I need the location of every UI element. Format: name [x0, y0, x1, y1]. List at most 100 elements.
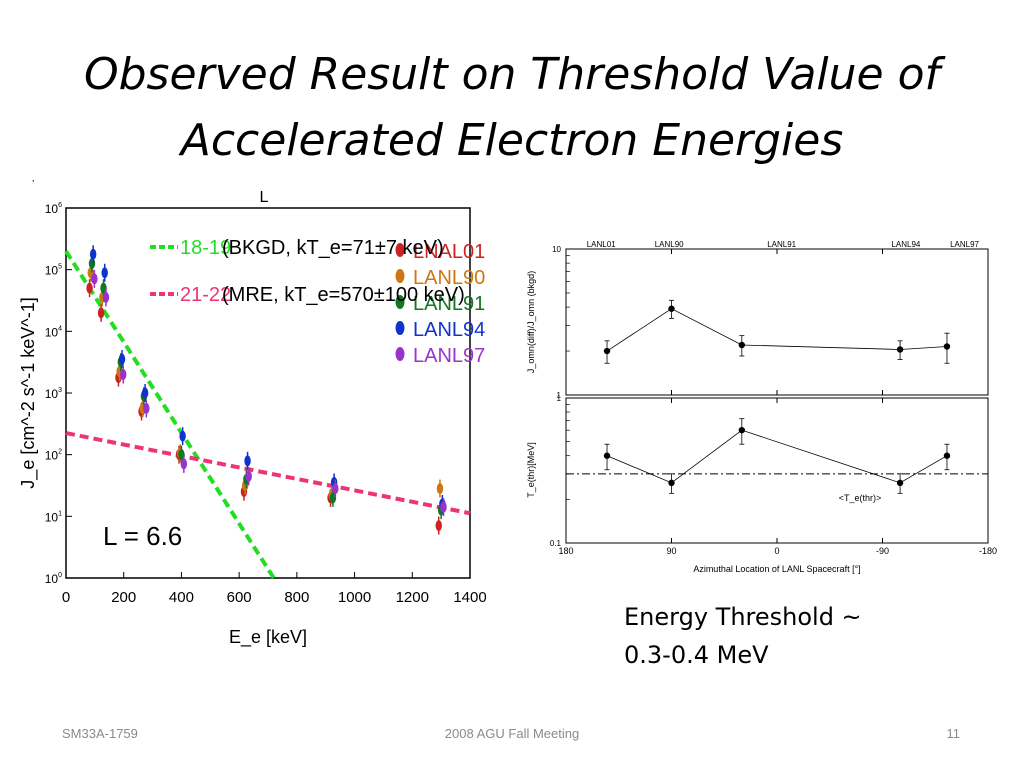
l-value-annotation: L = 6.6	[103, 521, 182, 551]
left-y-tick-label: 105	[45, 264, 62, 278]
data-point-LANL94	[141, 387, 149, 399]
legend-marker-LNAL01	[395, 243, 405, 257]
right-top-y-tick-label: 1	[557, 391, 562, 400]
spacecraft-label-LANL97: LANL97	[950, 240, 979, 249]
legend-marker-LANL94	[395, 321, 405, 335]
top-data-point	[668, 305, 675, 312]
right-x-axis-label: Azimuthal Location of LANL Spacecraft [°…	[693, 564, 860, 574]
fit-legend-range-18-19: 18-19	[180, 237, 231, 259]
footer-center: 2008 AGU Fall Meeting	[444, 726, 580, 741]
data-point-LANL97	[102, 291, 110, 303]
left-x-tick-label: 1200	[396, 589, 429, 606]
left-y-tick-label: 102	[45, 449, 62, 463]
left-x-tick-label: 1400	[453, 589, 486, 606]
left-y-axis-label: J_e [cm^-2 s^-1 keV^-1]	[18, 297, 39, 488]
data-point-LANL94	[101, 267, 108, 279]
data-point-LANL91	[178, 449, 185, 461]
left-x-tick-label: 0	[62, 589, 70, 606]
bottom-data-point	[603, 452, 611, 459]
left-y-tick-label: 106	[45, 202, 62, 216]
top-data-point	[738, 341, 746, 349]
title-line-1: Observed Result on Threshold Value of	[83, 49, 940, 100]
bottom-data-point	[738, 426, 746, 434]
data-point-LANL97	[245, 470, 252, 482]
fit-legend-desc-21-22: (MRE, kT_e=570±100 keV)	[222, 284, 465, 306]
right-x-tick-label: -180	[979, 546, 997, 556]
spacecraft-label-LANL90: LANL90	[655, 240, 684, 249]
legend-label-LANL90: LANL90	[413, 267, 485, 289]
right-bottom-frame	[565, 397, 989, 544]
footer-page-number: 11	[946, 726, 961, 741]
data-point-LANL97	[91, 273, 98, 285]
energy-spectrum-chart: L L = 6.6 E_e [keV] J_e [cm^-2 s^-1 keV^…	[18, 189, 487, 648]
data-point-LANL91	[88, 258, 96, 269]
note-line-1: Energy Threshold ~	[624, 603, 862, 631]
left-y-tick-label: 104	[45, 325, 62, 339]
data-point-LANL90	[436, 483, 444, 495]
title-line-2: Accelerated Electron Energies	[180, 115, 844, 166]
data-point-LANL97	[143, 402, 150, 414]
right-x-tick-label: 0	[774, 546, 779, 556]
azimuthal-chart: Azimuthal Location of LANL Spacecraft [°…	[526, 240, 997, 574]
left-x-axis-label: E_e [keV]	[229, 627, 307, 648]
data-point-LANL97	[440, 501, 447, 513]
bottom-data-point	[896, 479, 904, 487]
right-top-y-label: J_omn(diff)/J_omn (bkgd)	[526, 271, 536, 373]
data-point-LANL91	[329, 492, 337, 504]
left-x-tick-label: 600	[227, 589, 252, 606]
left-top-label: L	[260, 189, 269, 206]
fit-legend-range-21-22: 21-22	[180, 284, 231, 306]
left-y-tick-label: 103	[45, 387, 62, 401]
left-x-tick-label: 800	[284, 589, 309, 606]
data-point-LANL91	[100, 282, 107, 294]
data-point-LANL94	[118, 353, 126, 365]
spacecraft-label-LANL01: LANL01	[587, 240, 616, 249]
spacecraft-label-LANL91: LANL91	[767, 240, 796, 249]
left-x-tick-label: 400	[169, 589, 194, 606]
fit-line-21-22	[65, 431, 471, 516]
legend-label-LANL97: LANL97	[413, 345, 485, 367]
data-point-LNAL01	[86, 282, 93, 294]
svg-text:’: ’	[32, 179, 34, 190]
left-x-tick-label: 1000	[338, 589, 371, 606]
top-data-point	[896, 346, 904, 353]
energy-threshold-note: Energy Threshold ~ 0.3-0.4 MeV	[624, 598, 862, 674]
left-plot-frame	[65, 207, 471, 579]
slide-title: Observed Result on Threshold Value of Ac…	[0, 42, 1024, 174]
bottom-data-point	[668, 479, 675, 487]
top-data-point	[943, 343, 951, 350]
data-point-LANL94	[179, 430, 186, 442]
right-top-y-tick-label: 10	[552, 245, 561, 254]
left-y-tick-label: 100	[45, 572, 62, 586]
spacecraft-label-LANL94: LANL94	[891, 240, 920, 249]
data-point-LANL97	[332, 483, 339, 495]
note-line-2: 0.3-0.4 MeV	[624, 641, 769, 669]
right-x-tick-label: 90	[666, 546, 676, 556]
legend-label-LANL94: LANL94	[413, 319, 485, 341]
right-bottom-y-label: T_e(thr)[MeV]	[526, 442, 536, 498]
legend-marker-LANL91	[395, 295, 405, 309]
data-point-LANL97	[120, 369, 127, 380]
left-x-tick-label: 200	[111, 589, 136, 606]
mean-threshold-label: <T_e(thr)>	[839, 493, 882, 503]
legend-marker-LANL90	[395, 269, 405, 283]
bottom-data-point	[943, 452, 951, 459]
right-bottom-y-tick-label: 0.1	[550, 539, 562, 548]
fit-legend-desc-18-19: (BKGD, kT_e=71±7 keV)	[222, 237, 444, 259]
right-x-tick-label: 180	[558, 546, 573, 556]
data-point-LANL94	[244, 455, 251, 467]
right-x-tick-label: -90	[876, 546, 889, 556]
legend-label-LNAL01: LNAL01	[413, 241, 485, 263]
data-point-LNAL01	[435, 520, 442, 532]
data-point-LNAL01	[97, 307, 105, 319]
data-point-LANL94	[89, 248, 97, 260]
data-point-LANL97	[180, 458, 188, 470]
footer-left: SM33A-1759	[62, 726, 138, 741]
right-bottom-y-tick-label: 1	[557, 394, 562, 403]
legend-marker-LANL97	[395, 347, 405, 361]
top-data-point	[603, 347, 611, 355]
right-top-frame	[565, 248, 989, 396]
left-y-tick-label: 101	[45, 510, 62, 524]
legend-label-LANL91: LANL91	[413, 293, 485, 315]
